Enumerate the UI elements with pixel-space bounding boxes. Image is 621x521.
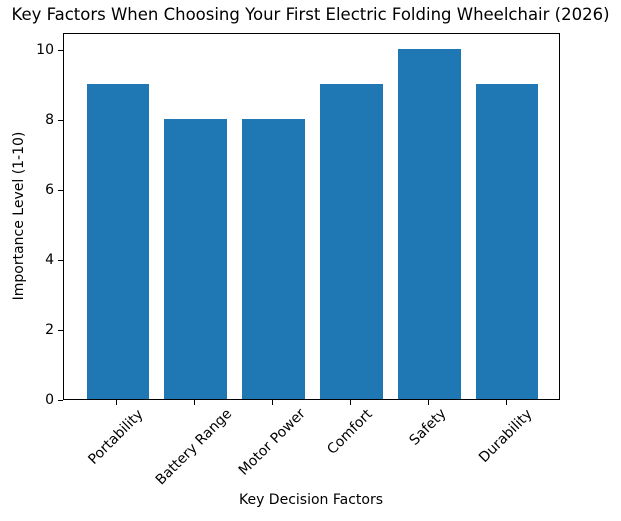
y-tick-label: 10 bbox=[36, 41, 54, 58]
x-tick bbox=[116, 400, 118, 405]
plot-area bbox=[63, 33, 560, 400]
x-tick-label: Portability bbox=[85, 406, 147, 468]
y-tick bbox=[58, 189, 63, 191]
x-tick-label: Comfort bbox=[324, 406, 376, 458]
x-tick bbox=[505, 400, 507, 405]
x-tick-label: Safety bbox=[406, 406, 450, 450]
y-tick bbox=[58, 329, 63, 331]
x-tick bbox=[272, 400, 274, 405]
x-tick bbox=[349, 400, 351, 405]
y-tick bbox=[58, 49, 63, 51]
x-tick bbox=[427, 400, 429, 405]
bar-comfort bbox=[320, 84, 383, 399]
y-tick bbox=[58, 119, 63, 121]
x-axis-label: Key Decision Factors bbox=[238, 492, 384, 508]
y-tick-label: 8 bbox=[45, 111, 54, 128]
bar-motor-power bbox=[242, 119, 305, 399]
chart-title: Key Factors When Choosing Your First Ele… bbox=[11, 5, 610, 24]
bar-battery-range bbox=[164, 119, 227, 399]
y-tick-label: 4 bbox=[45, 251, 54, 268]
y-tick bbox=[58, 259, 63, 261]
y-tick bbox=[58, 399, 63, 401]
x-tick-label: Motor Power bbox=[235, 405, 309, 479]
bar-portability bbox=[86, 84, 149, 399]
y-axis-label: Importance Level (1-10) bbox=[11, 131, 27, 301]
bar-safety bbox=[398, 49, 461, 399]
y-tick-label: 6 bbox=[45, 181, 54, 198]
x-tick-label: Battery Range bbox=[152, 406, 236, 489]
x-tick-label: Durability bbox=[476, 405, 536, 466]
bar-durability bbox=[476, 84, 539, 399]
y-tick-label: 0 bbox=[45, 391, 54, 408]
x-tick bbox=[194, 400, 196, 405]
y-tick-label: 2 bbox=[45, 321, 54, 338]
